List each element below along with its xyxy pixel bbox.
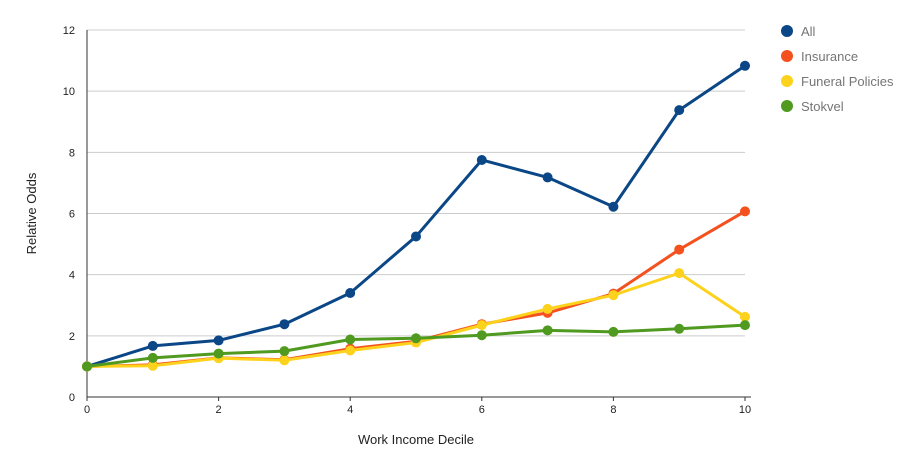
data-point	[740, 206, 750, 217]
data-point	[213, 348, 224, 359]
data-point	[345, 345, 356, 356]
data-point	[476, 320, 487, 331]
axes: 0 2 4 6 8 10 12 0 2 4 6 8 10	[63, 25, 751, 416]
data-point	[279, 319, 290, 330]
legend-label: Funeral Policies	[801, 74, 894, 89]
data-point	[476, 330, 487, 341]
data-point	[674, 105, 685, 116]
y-tick-label: 12	[63, 25, 75, 37]
legend-item: Stokvel	[781, 99, 844, 114]
data-point	[542, 325, 553, 336]
series-stokvel	[82, 320, 750, 372]
y-tick-label: 6	[69, 209, 75, 221]
data-point	[147, 360, 158, 371]
data-point	[411, 231, 421, 242]
data-point	[345, 334, 356, 345]
data-point	[674, 268, 685, 279]
data-point	[674, 244, 685, 255]
data-point	[740, 311, 750, 322]
data-point	[82, 361, 92, 372]
data-point	[674, 323, 685, 334]
y-tick-label: 0	[69, 392, 75, 404]
data-point	[411, 333, 421, 344]
y-tick-label: 4	[69, 270, 75, 282]
data-point	[147, 352, 158, 363]
legend-marker	[781, 75, 793, 87]
legend-item: All	[781, 24, 816, 39]
series-line	[85, 64, 747, 368]
legend-item: Funeral Policies	[781, 74, 894, 89]
legend-marker	[781, 25, 793, 37]
x-tick-label: 8	[610, 404, 616, 416]
series-all	[82, 60, 750, 372]
y-axis-title: Relative Odds	[24, 172, 39, 254]
x-tick-label: 4	[347, 404, 353, 416]
y-tick-label: 8	[69, 147, 75, 159]
grid	[87, 29, 745, 337]
data-point	[740, 320, 750, 331]
y-tick-label: 2	[69, 331, 75, 343]
x-tick-label: 10	[739, 404, 751, 416]
legend-label: All	[801, 24, 816, 39]
data-point	[542, 172, 553, 183]
data-point	[608, 326, 619, 337]
data-point	[608, 290, 619, 301]
x-tick-label: 6	[479, 404, 485, 416]
data-point	[740, 60, 750, 71]
legend-label: Insurance	[801, 49, 858, 64]
legend-item: Insurance	[781, 49, 858, 64]
legend-marker	[781, 50, 793, 62]
data-point	[542, 303, 553, 314]
x-tick-label: 2	[216, 404, 222, 416]
legend-marker	[781, 100, 793, 112]
series-line	[85, 271, 747, 368]
series-group	[82, 60, 750, 372]
x-axis-title: Work Income Decile	[358, 432, 474, 447]
data-point	[279, 346, 290, 357]
data-point	[608, 201, 619, 212]
legend-label: Stokvel	[801, 99, 844, 114]
data-point	[345, 288, 356, 299]
data-point	[476, 154, 487, 165]
data-point	[279, 355, 290, 366]
legend: All Insurance Funeral Policies Stokvel	[781, 24, 894, 114]
x-tick-label: 0	[84, 404, 90, 416]
y-tick-label: 10	[63, 86, 75, 98]
data-point	[147, 340, 158, 351]
data-point	[213, 335, 224, 346]
